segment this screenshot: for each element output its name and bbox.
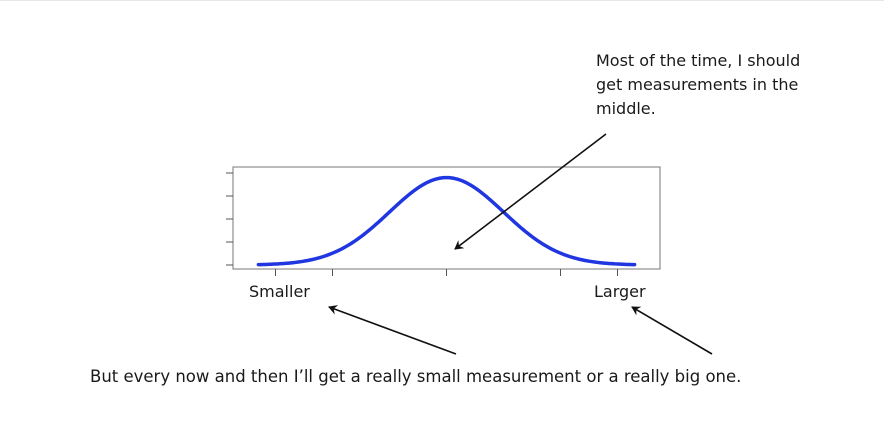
annotation-extremes: But every now and then I’ll get a really…	[90, 367, 742, 386]
plot-frame	[232, 166, 661, 270]
y-axis-ticks	[226, 172, 233, 266]
density-curve	[256, 175, 637, 267]
arrow-to-larger	[631, 306, 713, 355]
x-tick-label-larger: Larger	[594, 282, 646, 301]
arrow-to-smaller	[328, 305, 457, 355]
x-tick-label-smaller: Smaller	[249, 282, 310, 301]
arrow-to-middle	[454, 133, 607, 250]
x-axis-ticks	[275, 269, 618, 276]
annotation-middle: Most of the time, I should get measureme…	[596, 51, 801, 118]
